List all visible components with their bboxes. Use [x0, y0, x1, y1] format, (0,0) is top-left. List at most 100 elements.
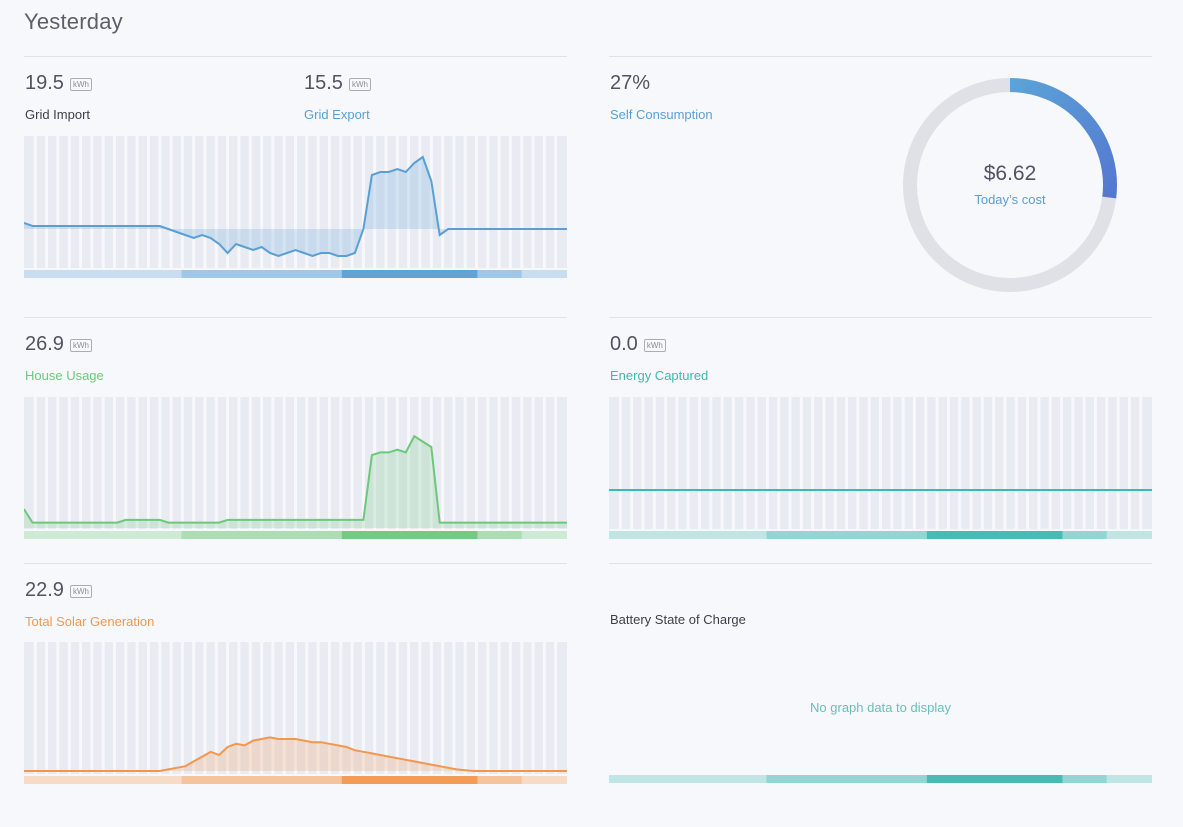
- chart-gridline: [248, 642, 252, 774]
- time-of-use-bar: [24, 531, 567, 539]
- chart-gridline: [248, 136, 252, 268]
- chart-gridline: [618, 397, 622, 529]
- chart-gridline: [350, 136, 354, 268]
- chart-gridline: [924, 397, 928, 529]
- chart-gridline: [709, 397, 713, 529]
- chart-gridline: [124, 136, 128, 268]
- chart-gridline: [214, 397, 218, 529]
- chart-gridline: [754, 397, 758, 529]
- evening-segment: [477, 270, 522, 278]
- chart-gridline: [373, 136, 377, 268]
- chart-gridline: [226, 136, 230, 268]
- chart-gridline: [1060, 397, 1063, 529]
- morning-segment: [766, 531, 927, 539]
- chart-gridline: [822, 397, 826, 529]
- house-usage-metric: 26.9 kWh House Usage: [25, 333, 104, 383]
- grid-chart: [24, 136, 567, 278]
- chart-gridline: [531, 397, 535, 529]
- chart-gridline: [1082, 397, 1086, 529]
- chart-gridline: [350, 397, 354, 529]
- chart-gridline: [1127, 397, 1131, 529]
- chart-gridline: [67, 397, 71, 529]
- chart-gridline: [418, 136, 422, 268]
- chart-gridline: [327, 397, 331, 529]
- chart-gridline: [45, 642, 49, 774]
- chart-gridline: [1116, 397, 1120, 529]
- chart-gridline: [294, 642, 297, 774]
- energy-captured-label: Energy Captured: [610, 368, 709, 383]
- chart-gridline: [429, 642, 433, 774]
- chart-gridline: [271, 136, 275, 268]
- battery-label: Battery State of Charge: [610, 612, 746, 627]
- grid-import-label: Grid Import: [25, 107, 91, 122]
- chart-gridline: [384, 642, 388, 774]
- chart-gridline: [350, 642, 354, 774]
- chart-gridline: [508, 397, 512, 529]
- chart-gridline: [260, 397, 264, 529]
- chart-gridline: [67, 642, 71, 774]
- chart-gridline: [497, 642, 501, 774]
- chart-gridline: [1003, 397, 1007, 529]
- chart-gridline: [958, 397, 962, 529]
- self-consumption-donut: $6.62 Today’s cost: [902, 77, 1118, 293]
- chart-gridline: [260, 642, 264, 774]
- chart-gridline: [214, 642, 218, 774]
- chart-gridline: [237, 397, 241, 529]
- energy-captured-chart: [609, 397, 1152, 539]
- chart-gridline: [731, 397, 735, 529]
- chart-gridline: [418, 397, 422, 529]
- chart-gridline: [124, 397, 128, 529]
- night-segment: [24, 531, 182, 539]
- night-segment: [24, 270, 182, 278]
- chart-gridline: [67, 136, 71, 268]
- chart-gridline: [339, 642, 343, 774]
- late-segment: [1106, 531, 1152, 539]
- chart-gridline: [777, 397, 781, 529]
- chart-gridline: [508, 136, 512, 268]
- time-of-use-bar: [609, 531, 1152, 539]
- chart-gridline: [56, 136, 60, 268]
- battery-time-bar: [609, 775, 1152, 783]
- evening-segment: [477, 776, 522, 784]
- chart-gridline: [305, 642, 309, 774]
- chart-gridline: [475, 642, 478, 774]
- chart-gridline: [520, 642, 524, 774]
- divider: [609, 563, 1152, 564]
- chart-gridline: [452, 642, 456, 774]
- chart-gridline: [475, 136, 478, 268]
- peak-segment: [926, 775, 1063, 783]
- chart-gridline: [1048, 397, 1052, 529]
- chart-gridline: [101, 642, 105, 774]
- chart-gridline: [664, 397, 668, 529]
- chart-gridline: [811, 397, 815, 529]
- chart-gridline: [101, 397, 105, 529]
- chart-gridline: [260, 136, 264, 268]
- chart-gridline: [497, 397, 501, 529]
- chart-gridline: [1105, 397, 1109, 529]
- chart-gridline: [79, 397, 83, 529]
- chart-gridline: [226, 642, 230, 774]
- chart-gridline: [90, 136, 94, 268]
- chart-gridline: [833, 397, 837, 529]
- chart-gridline: [407, 642, 411, 774]
- self-consumption-label: Self Consumption: [610, 107, 713, 122]
- unit-badge: kWh: [643, 339, 666, 352]
- chart-gridline: [935, 397, 939, 529]
- chart-gridline: [282, 642, 286, 774]
- chart-gridline: [113, 397, 116, 529]
- chart-gridline: [294, 397, 297, 529]
- chart-gridline: [452, 397, 456, 529]
- chart-gridline: [407, 136, 411, 268]
- chart-gridline: [395, 397, 399, 529]
- chart-gridline: [361, 642, 365, 774]
- morning-segment: [181, 776, 342, 784]
- series-line: [24, 434, 567, 524]
- unit-badge: kWh: [69, 339, 92, 352]
- chart-gridline: [192, 642, 196, 774]
- chart-gridline: [969, 397, 973, 529]
- morning-segment: [181, 531, 342, 539]
- chart-gridline: [531, 642, 535, 774]
- late-segment: [521, 776, 567, 784]
- chart-gridline: [203, 397, 207, 529]
- late-segment: [521, 270, 567, 278]
